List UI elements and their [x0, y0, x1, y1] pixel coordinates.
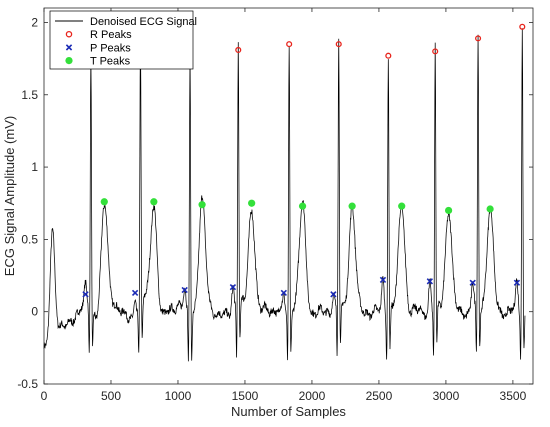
y-tick-label: 1.5 — [21, 88, 38, 102]
legend-entry-r-peaks: R Peaks — [90, 29, 132, 41]
x-tick-label: 1500 — [232, 389, 259, 403]
t-peak-point — [444, 206, 453, 215]
legend-entry-signal: Denoised ECG Signal — [90, 16, 197, 28]
p-peak-point — [330, 291, 337, 298]
t-peak-point — [398, 202, 406, 210]
y-tick-label: -0.5 — [17, 377, 38, 391]
p-peak-point — [181, 286, 188, 294]
t-peak-point — [248, 199, 256, 207]
legend-entry-p-peaks: P Peaks — [90, 42, 131, 54]
legend-p-peaks-symbol — [65, 44, 73, 51]
r-peak-point — [335, 41, 342, 48]
p-peak-point — [426, 278, 434, 285]
y-tick-label: 1 — [31, 160, 38, 174]
x-tick-label: 1000 — [165, 389, 192, 403]
p-peak-point — [82, 291, 89, 298]
y-tick-label: 0.5 — [21, 232, 38, 246]
t-peak-point — [486, 205, 494, 213]
legend-r-peaks-symbol — [65, 30, 73, 38]
p-peak-point — [469, 279, 476, 286]
x-tick-label: 3500 — [500, 389, 527, 403]
x-tick-label: 2000 — [299, 389, 326, 403]
r-peak-point — [286, 41, 293, 48]
signal-layer — [43, 28, 526, 362]
x-tick-label: 2500 — [366, 389, 393, 403]
t-peak-point — [348, 202, 356, 210]
p-peak-point — [379, 276, 387, 284]
axes-box — [43, 7, 534, 385]
markers-layer — [82, 23, 526, 298]
r-peak-point — [475, 35, 482, 42]
p-peak-point — [131, 289, 139, 297]
legend: Denoised ECG Signal R Peaks P Peaks T Pe… — [49, 10, 197, 70]
x-tick-label: 0 — [41, 389, 48, 403]
t-peak-point — [198, 201, 206, 209]
r-peak-point — [385, 52, 392, 59]
ecg-signal-line — [43, 28, 526, 362]
p-peak-point — [513, 279, 521, 286]
axes-layer — [43, 7, 534, 385]
r-peak-point — [432, 48, 439, 55]
t-peak-point — [298, 202, 307, 210]
x-axis-label: Number of Samples — [231, 404, 346, 419]
legend-entry-t-peaks: T Peaks — [90, 56, 131, 68]
t-peak-point — [100, 198, 108, 206]
legend-t-peaks-symbol — [65, 57, 73, 65]
ticks-layer: 0 500 1000 1500 2000 2500 3000 3500-0.500.511.5… — [17, 8, 533, 403]
y-tick-label: 0 — [31, 305, 38, 319]
t-peak-point — [150, 198, 158, 206]
r-peak-point — [235, 46, 242, 53]
x-tick-label: 500 — [101, 389, 121, 403]
x-tick-label: 3000 — [433, 389, 460, 403]
y-axis-label: ECG Signal Amplitude (mV) — [2, 116, 17, 276]
r-peak-point — [519, 23, 526, 30]
y-tick-label: 2 — [31, 15, 38, 29]
p-peak-point — [229, 283, 237, 291]
p-peak-point — [280, 289, 287, 297]
